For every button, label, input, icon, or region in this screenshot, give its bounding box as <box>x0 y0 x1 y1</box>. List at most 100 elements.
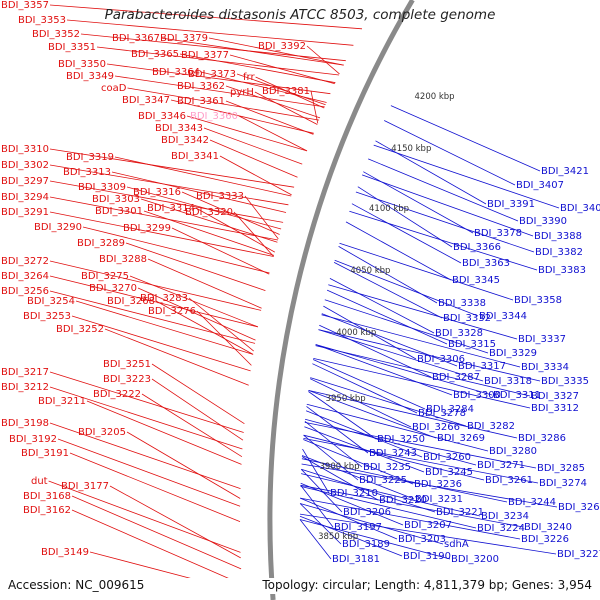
gene-label-right[interactable]: BDI_3366 <box>453 242 501 253</box>
gene-label-left[interactable]: BDI_3357 <box>1 0 49 11</box>
gene-label-right[interactable]: BDI_3388 <box>534 231 582 242</box>
gene-label-left[interactable]: BDI_3379 <box>160 33 208 44</box>
gene-label-left[interactable]: BDI_3212 <box>1 382 49 393</box>
gene-label-right[interactable]: BDI_3317 <box>458 361 506 372</box>
gene-label-right[interactable]: BDI_3405 <box>560 203 600 214</box>
gene-label-left[interactable]: frr <box>243 72 255 83</box>
gene-label-right[interactable]: BDI_3285 <box>537 463 585 474</box>
gene-label-right[interactable]: BDI_3227 <box>557 549 600 560</box>
gene-label-left[interactable]: BDI_3361 <box>177 96 225 107</box>
gene-labels[interactable]: BDI_3357 BDI_3353 BDI_3352 BDI_3351 BDI_3350… <box>1 0 600 565</box>
gene-label-right[interactable]: BDI_3390 <box>519 216 567 227</box>
gene-label-right[interactable]: BDI_3244 <box>508 497 556 508</box>
gene-label-left[interactable]: BDI_3320 <box>185 207 233 218</box>
gene-label-left[interactable]: BDI_3341 <box>171 151 219 162</box>
gene-label-left[interactable]: BDI_3289 <box>77 238 125 249</box>
gene-label-left[interactable]: BDI_3364 <box>152 67 200 78</box>
gene-label-left[interactable]: BDI_3283 <box>140 293 188 304</box>
gene-label-left[interactable]: BDI_3291 <box>1 207 49 218</box>
gene-label-right[interactable]: BDI_3226 <box>521 534 569 545</box>
gene-label-right[interactable]: BDI_3200 <box>451 554 499 565</box>
gene-label-right[interactable]: BDI_3345 <box>452 275 500 286</box>
gene-label-right[interactable]: BDI_3236 <box>414 479 462 490</box>
gene-label-right[interactable]: BDI_3382 <box>535 247 583 258</box>
gene-label-left[interactable]: BDI_3302 <box>1 160 49 171</box>
gene-label-right[interactable]: BDI_3328 <box>435 328 483 339</box>
gene-label-right[interactable]: BDI_3300 <box>453 390 501 401</box>
gene-label-left[interactable]: BDI_3343 <box>155 123 203 134</box>
gene-label-right[interactable]: BDI_3210 <box>330 488 378 499</box>
gene-label-left[interactable]: BDI_3264 <box>1 271 49 282</box>
gene-label-right[interactable]: BDI_3407 <box>516 180 564 191</box>
gene-label-left[interactable]: BDI_3360 <box>190 111 238 122</box>
gene-label-right[interactable]: BDI_3286 <box>518 433 566 444</box>
gene-label-right[interactable]: BDI_3203 <box>398 534 446 545</box>
gene-label-left[interactable]: BDI_3149 <box>41 547 89 558</box>
gene-label-right[interactable]: BDI_3315 <box>448 339 496 350</box>
gene-label-left[interactable]: BDI_3162 <box>23 505 71 516</box>
gene-label-left[interactable]: BDI_3310 <box>1 144 49 155</box>
gene-label-left[interactable]: BDI_3268 <box>107 296 155 307</box>
gene-label-left[interactable]: BDI_3350 <box>58 59 106 70</box>
gene-label-right[interactable]: BDI_3287 <box>432 372 480 383</box>
gene-label-left[interactable]: BDI_3168 <box>23 491 71 502</box>
gene-label-right[interactable]: BDI_3245 <box>425 467 473 478</box>
gene-label-right[interactable]: BDI_3269 <box>437 433 485 444</box>
gene-label-left[interactable]: BDI_3270 <box>89 283 137 294</box>
gene-label-right[interactable]: BDI_3338 <box>438 298 486 309</box>
gene-label-left[interactable]: BDI_3276 <box>148 306 196 317</box>
gene-label-right[interactable]: BDI_3284 <box>426 404 474 415</box>
gene-label-right[interactable]: BDI_3197 <box>334 522 382 533</box>
gene-label-left[interactable]: BDI_3290 <box>34 222 82 233</box>
gene-label-right[interactable]: BDI_3271 <box>477 460 525 471</box>
gene-label-left[interactable]: BDI_3349 <box>66 71 114 82</box>
gene-label-left[interactable]: BDI_3319 <box>66 152 114 163</box>
gene-label-left[interactable]: BDI_3211 <box>38 396 86 407</box>
gene-label-left[interactable]: BDI_3297 <box>1 176 49 187</box>
gene-label-right[interactable]: BDI_3280 <box>489 446 537 457</box>
gene-label-left[interactable]: BDI_3223 <box>103 374 151 385</box>
gene-label-right[interactable]: BDI_3329 <box>489 348 537 359</box>
gene-label-left[interactable]: BDI_3373 <box>188 69 236 80</box>
gene-label-left[interactable]: BDI_3253 <box>23 311 71 322</box>
gene-label-left[interactable]: BDI_3351 <box>48 42 96 53</box>
gene-label-left[interactable]: BDI_3275 <box>81 271 129 282</box>
gene-label-left[interactable]: BDI_3205 <box>78 427 126 438</box>
gene-label-left[interactable]: BDI_3347 <box>122 95 170 106</box>
gene-label-left[interactable]: BDI_3377 <box>181 50 229 61</box>
gene-label-left[interactable]: BDI_3301 <box>95 206 143 217</box>
gene-label-right[interactable]: BDI_3224 <box>477 523 525 534</box>
gene-label-left[interactable]: BDI_3333 <box>196 191 244 202</box>
gene-label-left[interactable]: BDI_3392 <box>258 41 306 52</box>
gene-label-right[interactable]: BDI_3262 <box>558 502 600 513</box>
gene-label-left[interactable]: BDI_3217 <box>1 367 49 378</box>
gene-label-left[interactable]: BDI_3309 <box>78 182 126 193</box>
gene-label-left[interactable]: BDI_3191 <box>21 448 69 459</box>
gene-label-left[interactable]: BDI_3352 <box>32 29 80 40</box>
gene-label-right[interactable]: BDI_3240 <box>524 522 572 533</box>
gene-label-right[interactable]: BDI_3358 <box>514 295 562 306</box>
gene-label-left[interactable]: BDI_3294 <box>1 192 49 203</box>
gene-label-right[interactable]: BDI_3327 <box>531 391 579 402</box>
gene-label-left[interactable]: BDI_3222 <box>93 389 141 400</box>
gene-label-right[interactable]: BDI_3383 <box>538 265 586 276</box>
gene-label-right[interactable]: BDI_3312 <box>531 403 579 414</box>
gene-label-right[interactable]: BDI_3391 <box>487 199 535 210</box>
gene-label-left[interactable]: BDI_3342 <box>161 135 209 146</box>
gene-label-left[interactable]: BDI_3254 <box>27 296 75 307</box>
gene-label-right[interactable]: BDI_3260 <box>423 452 471 463</box>
gene-label-right[interactable]: BDI_3337 <box>518 334 566 345</box>
gene-label-right[interactable]: BDI_3344 <box>479 311 527 322</box>
gene-label-right[interactable]: BDI_3220 <box>379 495 427 506</box>
gene-label-right[interactable]: BDI_3231 <box>415 494 463 505</box>
gene-label-right[interactable]: BDI_3378 <box>474 228 522 239</box>
gene-label-left[interactable]: BDI_3256 <box>1 286 49 297</box>
gene-label-left[interactable]: coaD <box>101 83 127 94</box>
gene-label-left[interactable]: BDI_3362 <box>177 81 225 92</box>
gene-label-right[interactable]: BDI_3421 <box>541 166 589 177</box>
gene-label-left[interactable]: BDI_3314 <box>147 203 195 214</box>
gene-label-right[interactable]: BDI_3278 <box>418 408 466 419</box>
gene-label-left[interactable]: BDI_3346 <box>138 111 186 122</box>
gene-label-right[interactable]: BDI_3206 <box>343 507 391 518</box>
